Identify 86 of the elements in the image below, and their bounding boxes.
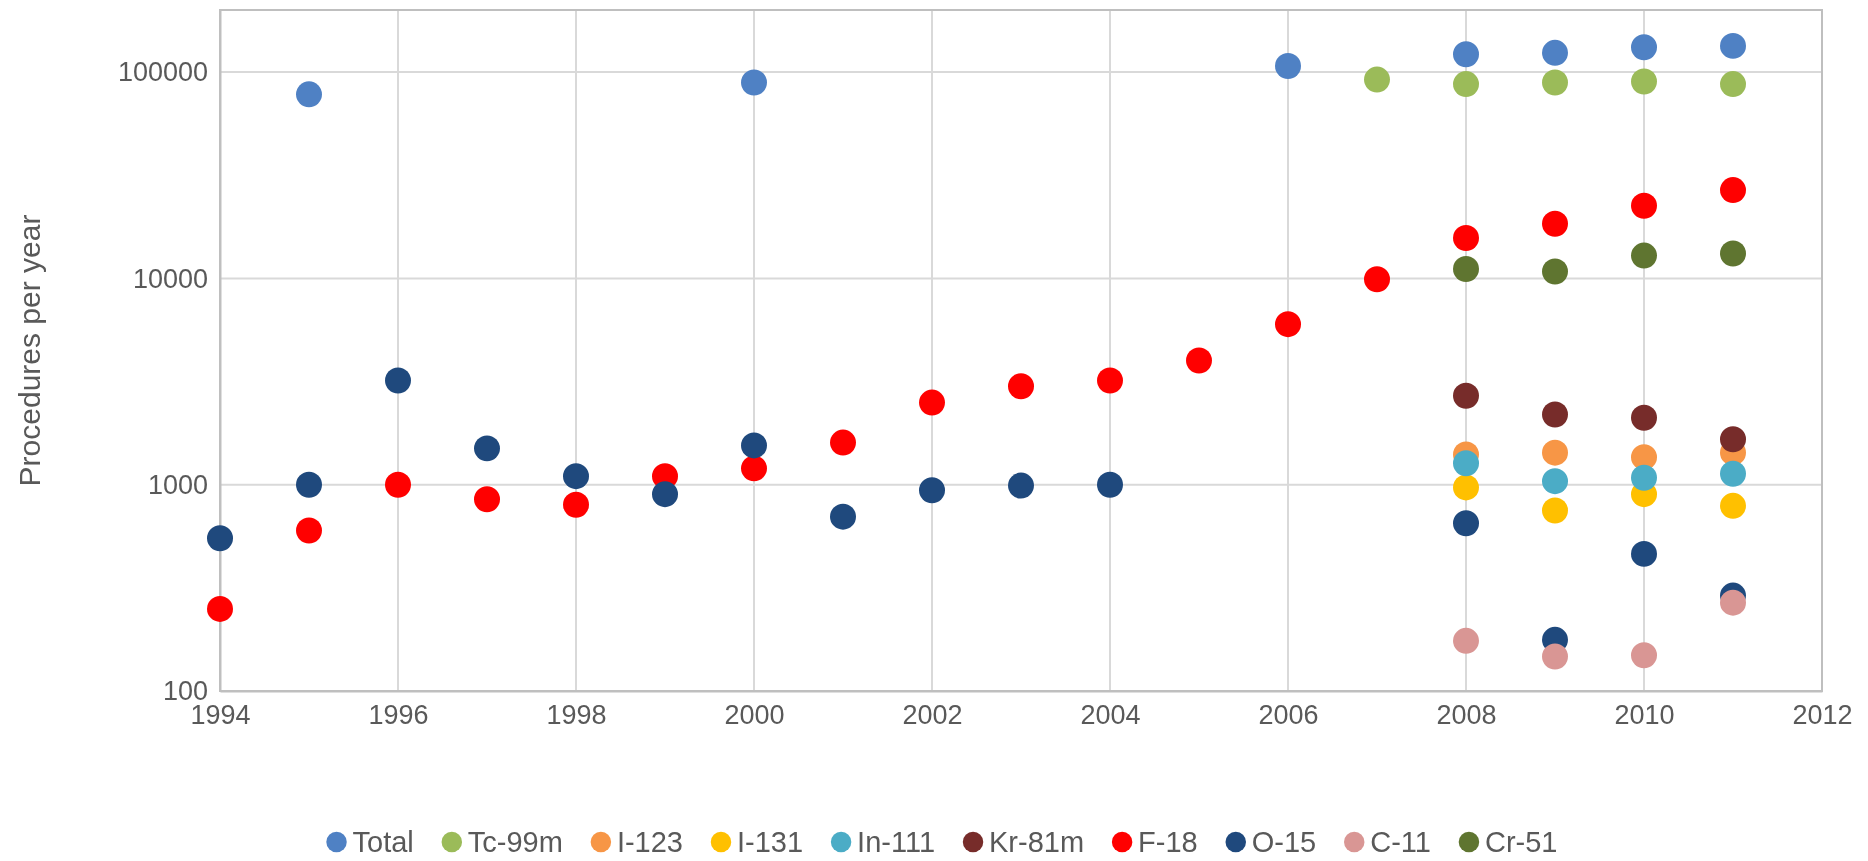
point bbox=[1008, 373, 1034, 400]
point bbox=[1542, 643, 1568, 670]
legend-label: Kr-81m bbox=[989, 826, 1085, 859]
x-tick-label: 2010 bbox=[1614, 700, 1675, 731]
point bbox=[1542, 401, 1568, 428]
point bbox=[563, 491, 589, 518]
point bbox=[1186, 347, 1212, 374]
point bbox=[830, 429, 856, 456]
point bbox=[1542, 468, 1568, 495]
point bbox=[385, 471, 411, 498]
point bbox=[1453, 450, 1479, 477]
point bbox=[741, 455, 767, 482]
point bbox=[1720, 460, 1746, 487]
point bbox=[1720, 32, 1746, 59]
legend-label: I-131 bbox=[736, 826, 804, 859]
point bbox=[1008, 472, 1034, 499]
point bbox=[1542, 439, 1568, 466]
point bbox=[1542, 497, 1568, 524]
point bbox=[1542, 210, 1568, 237]
point bbox=[1720, 177, 1746, 204]
point bbox=[1631, 540, 1657, 567]
x-tick-label: 1996 bbox=[368, 700, 429, 731]
point bbox=[1720, 589, 1746, 616]
x-tick-label: 2008 bbox=[1436, 700, 1497, 731]
point bbox=[1453, 41, 1479, 68]
legend-label: F-18 bbox=[1138, 826, 1198, 859]
point bbox=[1542, 69, 1568, 96]
legend-label: C-11 bbox=[1370, 826, 1431, 859]
point bbox=[1720, 492, 1746, 519]
point bbox=[474, 435, 500, 462]
point bbox=[1631, 404, 1657, 431]
legend-label: In-111 bbox=[857, 826, 936, 859]
legend-label: O-15 bbox=[1251, 826, 1317, 859]
y-tick-label: 10000 bbox=[132, 263, 208, 294]
point bbox=[1720, 426, 1746, 453]
point bbox=[1631, 242, 1657, 269]
point bbox=[1631, 68, 1657, 95]
point bbox=[741, 69, 767, 96]
point bbox=[1097, 367, 1123, 394]
point bbox=[1453, 382, 1479, 409]
point bbox=[1453, 71, 1479, 98]
point bbox=[1631, 464, 1657, 491]
x-tick-label: 1994 bbox=[190, 700, 251, 731]
point bbox=[1542, 39, 1568, 66]
point bbox=[1453, 510, 1479, 537]
x-tick-label: 2004 bbox=[1080, 700, 1141, 731]
point bbox=[741, 432, 767, 459]
point bbox=[830, 503, 856, 530]
point bbox=[1453, 627, 1479, 654]
point bbox=[563, 463, 589, 490]
point bbox=[1631, 34, 1657, 61]
point bbox=[919, 389, 945, 416]
legend-label: Tc-99m bbox=[467, 826, 563, 859]
point bbox=[207, 525, 233, 552]
point bbox=[385, 367, 411, 394]
point bbox=[1453, 225, 1479, 251]
point bbox=[296, 81, 322, 108]
x-tick-label: 2006 bbox=[1258, 700, 1319, 731]
y-tick-label: 100000 bbox=[117, 57, 208, 88]
x-tick-label: 2002 bbox=[902, 700, 963, 731]
point bbox=[1720, 240, 1746, 267]
point bbox=[474, 486, 500, 513]
x-tick-label: 2012 bbox=[1792, 700, 1853, 731]
point bbox=[652, 481, 678, 508]
point bbox=[296, 517, 322, 544]
legend-label: I-123 bbox=[616, 826, 683, 859]
y-axis-title: Procedures per year bbox=[13, 214, 46, 487]
x-tick-label: 2000 bbox=[724, 700, 785, 731]
y-tick-label: 1000 bbox=[147, 469, 208, 500]
point bbox=[1453, 474, 1479, 501]
point bbox=[1631, 192, 1657, 219]
point bbox=[1364, 266, 1390, 293]
point bbox=[919, 477, 945, 504]
point bbox=[1364, 66, 1390, 93]
point bbox=[1631, 642, 1657, 669]
legend-label: Total bbox=[352, 826, 414, 859]
point bbox=[1453, 256, 1479, 283]
point bbox=[1097, 471, 1123, 498]
point bbox=[1275, 311, 1301, 338]
point bbox=[296, 471, 322, 498]
point bbox=[1542, 258, 1568, 285]
point bbox=[1275, 53, 1301, 79]
point bbox=[1720, 71, 1746, 98]
legend-label: Cr-51 bbox=[1484, 826, 1558, 859]
x-tick-label: 1998 bbox=[546, 700, 607, 731]
point bbox=[207, 595, 233, 622]
